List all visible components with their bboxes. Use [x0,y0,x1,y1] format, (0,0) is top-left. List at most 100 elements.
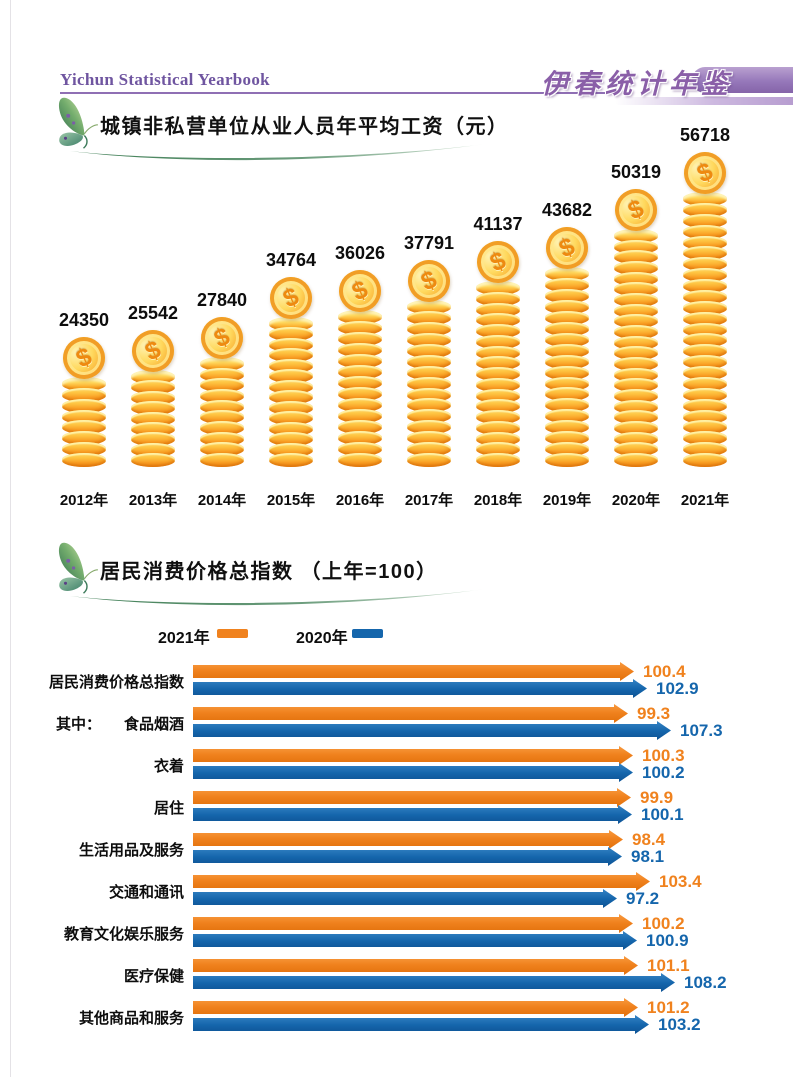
category-name: 交通和通讯 [108,884,184,901]
coin [614,378,658,393]
category-label: 衣着 [56,755,184,776]
coin-stack [614,229,658,468]
coin [200,453,244,468]
coin [545,267,589,281]
coin [407,300,451,314]
legend-swatch-2021 [217,629,248,638]
coin [614,335,658,350]
coin [683,268,727,283]
coin [200,378,244,393]
wage-value-label: 24350 [58,310,110,330]
cpi-chart-section-head: 居民消费价格总指数 （上年=100） [56,542,576,615]
coin [545,420,589,435]
wage-value-label: 41137 [473,214,523,234]
coin [683,431,727,446]
page-edge-line [10,0,11,1077]
year-label: 2018年 [473,492,523,509]
coin-stack [200,357,244,468]
value-label-2021: 100.4 [643,662,686,681]
coin [476,377,520,392]
bar-2021 [193,872,650,891]
bar-2020 [193,721,671,740]
category-label: 其中： 食品烟酒 [56,713,184,734]
coin [683,366,727,380]
category-name: 居住 [153,800,184,817]
coin [200,357,244,371]
bar-2020 [193,763,633,782]
value-label-2021: 98.4 [632,830,666,849]
bar-2020 [193,805,632,824]
wage-value-label: 43682 [541,200,593,220]
coin [338,442,382,456]
coin [338,354,382,368]
category-prefix: 其中： [56,716,102,733]
coin [62,420,106,435]
year-label: 2014年 [197,492,247,509]
coin [338,398,382,412]
coin [476,324,520,338]
coin [131,453,175,467]
year-label: 2016年 [335,492,385,509]
coin [545,409,589,424]
coin-stack [131,370,175,467]
coin [683,300,727,315]
category-label: 居住 [56,797,184,818]
value-label-2020: 100.2 [642,763,685,782]
coin [545,343,589,358]
coin [407,376,451,391]
coin [683,333,727,348]
category-name: 食品烟酒 [123,716,184,733]
coin [338,376,382,390]
coin [683,311,727,326]
coin [545,431,589,446]
value-label-2021: 101.1 [647,956,690,975]
wage-value-label: 36026 [334,243,386,263]
coin [614,367,658,382]
swoosh-underline [70,144,486,161]
bar-2020 [193,1015,649,1034]
bar-2020 [193,973,675,992]
coin [476,431,520,446]
cpi-chart-title: 居民消费价格总指数 （上年=100） [100,561,438,583]
value-label-2021: 99.9 [640,788,674,807]
coin [200,421,244,436]
coin [683,213,727,228]
year-label: 2019年 [542,492,592,509]
category-label: 居民消费价格总指数 [49,671,184,692]
coin-stack [407,300,451,468]
bar-2021 [193,746,633,765]
category-label: 生活用品及服务 [56,839,184,860]
wage-value-label: 37791 [403,233,455,253]
bar-2021 [193,914,633,933]
value-label-2020: 102.9 [656,679,699,698]
year-label: 2017年 [404,492,454,509]
coin [683,398,727,413]
coin [545,277,589,292]
coin [476,453,520,467]
value-label-2020: 97.2 [626,889,660,908]
coin [614,271,658,286]
coin-stack [683,192,727,467]
coin [407,409,451,424]
coin [62,377,106,391]
wage-value-label: 34764 [265,250,317,270]
bar-2021 [193,704,628,723]
coin [614,357,658,372]
value-label-2020: 108.2 [684,973,727,992]
coin [614,325,658,340]
coin-stack [269,317,313,468]
coin [407,310,451,325]
category-label: 交通和通讯 [56,881,184,902]
value-label-2020: 100.1 [641,805,684,824]
coin [407,442,451,457]
header-banner-fade [615,97,793,105]
coin [614,453,658,468]
value-label-2021: 103.4 [659,872,702,891]
coin [545,288,589,303]
coin [545,299,589,314]
bar-2020 [193,847,622,866]
coin [683,257,727,272]
coin [683,279,727,293]
